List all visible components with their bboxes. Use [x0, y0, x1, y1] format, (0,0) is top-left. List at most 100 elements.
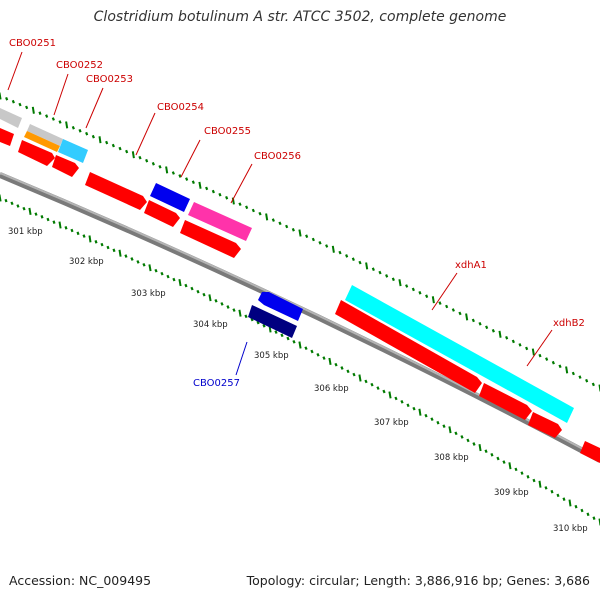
lower-tick-50	[298, 341, 302, 349]
lower-tick-6	[34, 212, 38, 216]
upper-tick-66	[438, 301, 442, 305]
upper-tick-3	[18, 102, 22, 107]
cds-red-2[interactable]	[18, 140, 55, 166]
lower-tick-28	[166, 274, 170, 279]
upper-tick-76	[505, 335, 509, 340]
gene-cbo0252[interactable]	[24, 131, 60, 152]
callout-cbo0252	[53, 73, 69, 116]
label-cbo0252[interactable]: CBO0252	[56, 60, 103, 71]
cds-red-1[interactable]	[0, 128, 14, 146]
upper-tick-46	[305, 234, 309, 239]
lower-tick-56	[334, 362, 338, 367]
lower-tick-41	[244, 314, 248, 319]
upper-tick-60	[398, 279, 402, 287]
gene-cbo0251[interactable]	[0, 108, 22, 128]
label-cbo0256[interactable]: CBO0256	[254, 151, 301, 162]
lower-tick-61	[364, 379, 368, 384]
gene-cbo0257[interactable]	[248, 305, 297, 338]
lower-tick-37	[220, 302, 224, 306]
lower-tick-5	[28, 207, 32, 215]
lower-tick-11	[64, 226, 68, 230]
lower-tick-64	[382, 389, 386, 394]
upper-tick-33	[218, 192, 222, 197]
lower-tick-17	[100, 242, 104, 247]
gene-cbo0257-arrow[interactable]	[258, 292, 303, 321]
lower-tick-35	[208, 294, 212, 302]
upper-tick-81	[538, 353, 542, 358]
upper-tick-52	[345, 254, 349, 258]
upper-tick-64	[425, 294, 429, 299]
cds-red-9[interactable]	[528, 412, 562, 438]
gene-cbo0252-gray[interactable]	[27, 124, 63, 146]
lower-tick-9	[52, 220, 56, 224]
lower-tick-18	[106, 245, 110, 250]
lower-tick-2	[10, 201, 14, 206]
gene-xdha1[interactable]	[345, 285, 574, 423]
label-xdhb2[interactable]: xdhB2	[553, 318, 585, 329]
lower-tick-47	[280, 333, 284, 338]
upper-tick-row	[0, 92, 600, 392]
cds-red-3[interactable]	[52, 155, 79, 177]
lower-tick-55	[328, 357, 332, 365]
lower-tick-87	[520, 471, 524, 475]
cds-red-5[interactable]	[144, 200, 180, 227]
kbp-label-304: 304 kbp	[193, 320, 228, 330]
lower-tick-62	[370, 382, 374, 387]
upper-tick-74	[491, 328, 495, 333]
lower-tick-7	[40, 215, 44, 219]
lower-tick-67	[400, 399, 404, 404]
upper-tick-57	[378, 270, 382, 275]
upper-tick-50	[331, 245, 335, 253]
upper-tick-34	[225, 195, 229, 200]
lower-tick-53	[316, 352, 320, 357]
upper-tick-38	[251, 208, 255, 213]
gene-cbo0253[interactable]	[58, 139, 88, 163]
upper-tick-13	[85, 131, 89, 136]
upper-tick-37	[245, 205, 249, 210]
upper-tick-72	[478, 321, 482, 326]
upper-tick-12	[78, 128, 82, 133]
lower-tick-22	[130, 257, 134, 261]
cds-red-7[interactable]	[335, 300, 482, 393]
kbp-label-308: 308 kbp	[434, 453, 469, 463]
label-cbo0253[interactable]: CBO0253	[86, 74, 133, 85]
label-cbo0255[interactable]: CBO0255	[204, 126, 251, 137]
gene-cbo0254[interactable]	[150, 183, 190, 212]
lower-tick-0	[0, 194, 2, 202]
cds-red-6[interactable]	[180, 220, 241, 258]
upper-tick-79	[525, 346, 529, 351]
upper-tick-58	[385, 274, 389, 278]
lower-tick-91	[544, 486, 548, 490]
label-xdha1[interactable]: xdhA1	[455, 260, 487, 271]
upper-tick-40	[265, 213, 269, 221]
callout-cbo0254	[135, 112, 156, 156]
label-cbo0251[interactable]: CBO0251	[9, 38, 56, 49]
upper-tick-15	[98, 136, 102, 144]
cds-red-8[interactable]	[479, 383, 532, 420]
lower-tick-27	[160, 271, 164, 276]
lower-tick-1	[4, 198, 8, 203]
label-cbo0257[interactable]: CBO0257	[193, 378, 240, 389]
cds-red-4[interactable]	[85, 172, 147, 210]
callout-cbo0257	[235, 341, 248, 376]
upper-tick-61	[405, 284, 409, 288]
lower-tick-70	[418, 408, 422, 416]
upper-tick-18	[118, 146, 122, 151]
upper-tick-42	[278, 221, 282, 226]
lower-tick-48	[286, 336, 290, 341]
label-cbo0254[interactable]: CBO0254	[157, 102, 204, 113]
upper-tick-71	[471, 318, 475, 323]
lower-tick-15	[88, 235, 92, 243]
upper-tick-87	[578, 375, 582, 379]
cds-red-10[interactable]	[580, 441, 600, 463]
upper-tick-45	[298, 229, 302, 237]
kbp-label-306: 306 kbp	[314, 384, 349, 394]
gene-cbo0255[interactable]	[188, 202, 252, 241]
lower-tick-8	[46, 217, 50, 222]
lower-tick-96	[574, 504, 578, 509]
kbp-label-302: 302 kbp	[69, 257, 104, 267]
lower-tick-86	[514, 467, 518, 472]
lower-tick-12	[70, 228, 74, 233]
gene-labels: CBO0251 CBO0252 CBO0253 CBO0254 CBO0255 …	[9, 38, 585, 389]
